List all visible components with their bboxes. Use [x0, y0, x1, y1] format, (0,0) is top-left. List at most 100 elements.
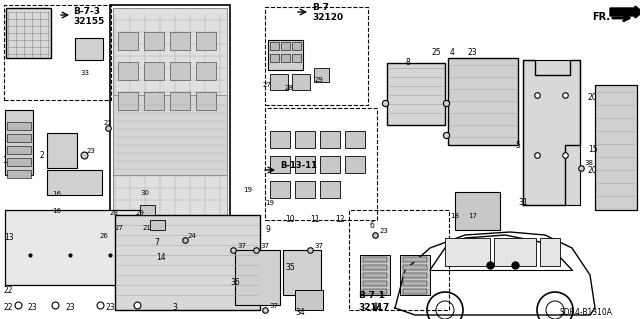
- Bar: [400, 255, 430, 295]
- Bar: [110, 5, 230, 220]
- Text: 20: 20: [588, 93, 598, 102]
- Bar: [7, 158, 31, 166]
- Bar: [540, 238, 560, 266]
- Text: 14: 14: [156, 253, 166, 262]
- Bar: [295, 131, 315, 148]
- Bar: [270, 181, 290, 198]
- Bar: [345, 156, 365, 173]
- Bar: [445, 238, 490, 266]
- Bar: [360, 255, 390, 295]
- Text: 23: 23: [380, 228, 389, 234]
- Bar: [295, 290, 323, 310]
- Bar: [235, 250, 280, 305]
- Text: 28: 28: [285, 85, 294, 91]
- Text: B-7: B-7: [312, 3, 329, 12]
- Bar: [144, 32, 164, 50]
- Text: 18: 18: [450, 213, 459, 219]
- Text: 1: 1: [2, 156, 7, 165]
- Bar: [7, 122, 31, 130]
- Text: 24: 24: [188, 233, 196, 239]
- Bar: [349, 210, 449, 310]
- Text: B-7-1: B-7-1: [358, 291, 385, 300]
- Text: 27: 27: [263, 82, 272, 88]
- Bar: [47, 170, 102, 195]
- Bar: [494, 238, 536, 266]
- Text: 37: 37: [269, 303, 278, 309]
- Text: 32155: 32155: [73, 17, 104, 26]
- Text: SDR4-B1310A: SDR4-B1310A: [560, 308, 613, 317]
- Bar: [320, 156, 340, 173]
- Text: 12: 12: [335, 215, 344, 224]
- Text: 21: 21: [143, 225, 152, 231]
- Bar: [265, 108, 377, 220]
- Bar: [118, 92, 138, 110]
- Bar: [523, 60, 580, 205]
- Bar: [150, 220, 165, 230]
- Text: 28: 28: [110, 210, 119, 216]
- Text: 4: 4: [450, 48, 455, 57]
- Bar: [140, 205, 155, 215]
- Bar: [455, 192, 500, 230]
- Text: 23: 23: [28, 303, 38, 312]
- Text: 5: 5: [515, 141, 520, 150]
- Text: 34: 34: [295, 308, 305, 317]
- Bar: [196, 32, 216, 50]
- Bar: [320, 181, 340, 198]
- Text: 22: 22: [4, 303, 13, 312]
- Bar: [345, 131, 365, 148]
- Text: 25: 25: [432, 48, 442, 57]
- Text: 3: 3: [172, 303, 177, 312]
- Bar: [270, 54, 279, 62]
- Text: 16: 16: [52, 191, 61, 197]
- Bar: [270, 74, 288, 90]
- Text: 19: 19: [243, 187, 252, 193]
- Text: 11: 11: [310, 215, 319, 224]
- Text: 35: 35: [285, 263, 295, 272]
- Bar: [270, 156, 290, 173]
- Bar: [144, 92, 164, 110]
- Bar: [265, 7, 368, 105]
- Bar: [7, 170, 31, 178]
- Text: B-13-11: B-13-11: [280, 161, 317, 170]
- Bar: [170, 32, 190, 50]
- Bar: [292, 54, 301, 62]
- Bar: [144, 62, 164, 80]
- Bar: [363, 289, 387, 294]
- Text: 19: 19: [265, 200, 274, 206]
- Bar: [268, 40, 303, 70]
- Text: 36: 36: [230, 278, 240, 287]
- Bar: [113, 95, 227, 175]
- Text: 23: 23: [105, 303, 115, 312]
- Bar: [5, 210, 150, 285]
- Bar: [281, 42, 290, 50]
- Bar: [47, 133, 77, 168]
- Text: B-7-3: B-7-3: [73, 7, 100, 16]
- Bar: [170, 92, 190, 110]
- Text: 37: 37: [260, 243, 269, 249]
- Text: 22: 22: [4, 286, 13, 295]
- Text: 17: 17: [468, 213, 477, 219]
- Text: 27: 27: [115, 225, 124, 231]
- Text: 30: 30: [140, 190, 149, 196]
- Bar: [75, 38, 103, 60]
- Text: 6: 6: [370, 221, 375, 230]
- Bar: [118, 62, 138, 80]
- Bar: [448, 58, 518, 145]
- Bar: [6, 8, 51, 58]
- Bar: [363, 265, 387, 270]
- Text: 32117: 32117: [358, 303, 389, 312]
- Text: 21: 21: [104, 120, 113, 126]
- Bar: [4, 5, 111, 100]
- Bar: [403, 281, 427, 286]
- Bar: [363, 257, 387, 262]
- FancyArrow shape: [610, 6, 640, 18]
- Bar: [5, 110, 33, 175]
- Bar: [283, 250, 321, 295]
- Text: 10: 10: [285, 215, 294, 224]
- Bar: [295, 181, 315, 198]
- Text: 9: 9: [265, 225, 270, 234]
- Text: 15: 15: [588, 145, 598, 154]
- Text: 31: 31: [518, 198, 527, 207]
- Text: 32120: 32120: [312, 13, 343, 22]
- Text: 23: 23: [467, 48, 477, 57]
